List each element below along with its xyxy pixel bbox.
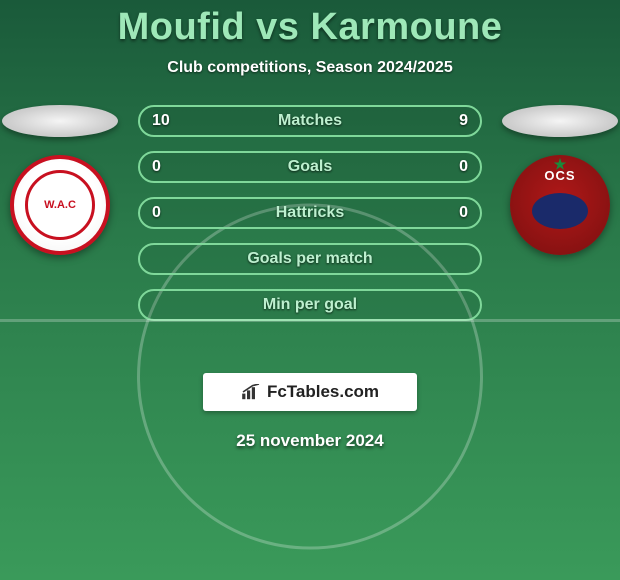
club-badge-right-label: OCS (544, 169, 575, 183)
player-left-silhouette (2, 105, 118, 137)
club-badge-left: W.A.C (10, 155, 110, 255)
stat-left-value: 10 (152, 112, 170, 130)
stat-right-value: 0 (459, 158, 468, 176)
comparison-arena: W.A.C ★ OCS 10 Matches 9 0 Goals 0 0 Hat… (0, 105, 620, 355)
stat-row-goals: 0 Goals 0 (138, 151, 482, 183)
stat-label: Hattricks (276, 204, 344, 222)
stats-rows: 10 Matches 9 0 Goals 0 0 Hattricks 0 Goa… (138, 105, 482, 321)
stat-right-value: 9 (459, 112, 468, 130)
stat-left-value: 0 (152, 158, 161, 176)
player-right-silhouette (502, 105, 618, 137)
chart-icon (241, 384, 261, 400)
stat-left-value: 0 (152, 204, 161, 222)
subtitle: Club competitions, Season 2024/2025 (0, 59, 620, 77)
stat-row-hattricks: 0 Hattricks 0 (138, 197, 482, 229)
stat-right-value: 0 (459, 204, 468, 222)
stat-row-min-per-goal: Min per goal (138, 289, 482, 321)
club-badge-left-label: W.A.C (25, 170, 95, 240)
stat-label: Goals (288, 158, 332, 176)
stat-label: Min per goal (263, 296, 357, 314)
stat-row-matches: 10 Matches 9 (138, 105, 482, 137)
stat-row-goals-per-match: Goals per match (138, 243, 482, 275)
page-title: Moufid vs Karmoune (0, 0, 620, 49)
branding-text: FcTables.com (267, 382, 379, 402)
date-label: 25 november 2024 (0, 431, 620, 451)
stat-label: Goals per match (247, 250, 372, 268)
player-left-column: W.A.C (0, 105, 120, 255)
club-badge-right: ★ OCS (510, 155, 610, 255)
player-right-column: ★ OCS (500, 105, 620, 255)
branding-badge[interactable]: FcTables.com (203, 373, 417, 411)
stat-label: Matches (278, 112, 342, 130)
